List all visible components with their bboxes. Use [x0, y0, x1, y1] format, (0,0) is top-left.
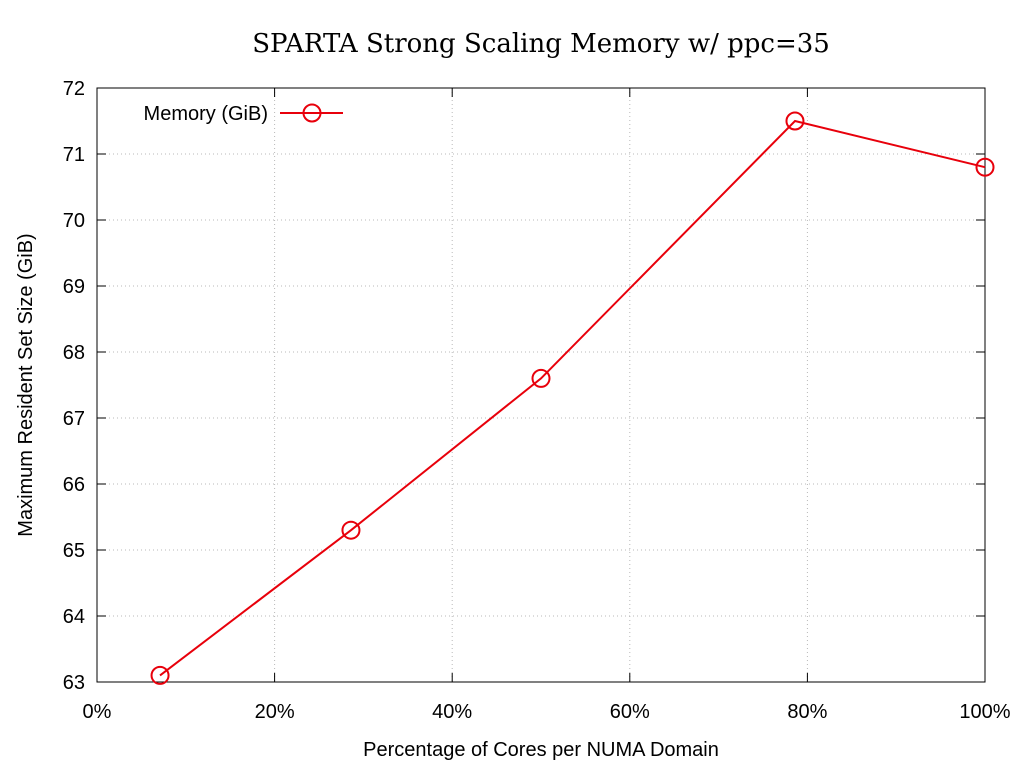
x-tick-label: 0%	[83, 701, 112, 723]
data-point	[975, 157, 995, 177]
data-point	[341, 520, 361, 540]
y-tick-label: 72	[63, 78, 85, 100]
y-tick-label: 63	[63, 672, 85, 694]
y-tick-label: 68	[63, 342, 85, 364]
legend-marker-swatch	[302, 103, 322, 123]
data-point	[531, 368, 551, 388]
y-tick-label: 66	[63, 474, 85, 496]
y-tick-label: 69	[63, 276, 85, 298]
y-tick-label: 64	[63, 606, 85, 628]
series-layer	[150, 111, 995, 685]
y-axis-label: Maximum Resident Set Size (GiB)	[15, 233, 37, 536]
axis-ticks	[96, 87, 986, 683]
x-tick-label: 60%	[610, 701, 650, 723]
y-tick-labels: 63 64 65 66 67 68 69 70 71 72	[63, 78, 85, 694]
grid-lines	[97, 88, 985, 682]
x-tick-label: 80%	[787, 701, 827, 723]
x-tick-label: 40%	[432, 701, 472, 723]
data-point	[785, 111, 805, 131]
x-axis-label: Percentage of Cores per NUMA Domain	[363, 739, 719, 761]
data-point	[150, 665, 170, 685]
legend-label: Memory (GiB)	[144, 103, 268, 125]
y-tick-label: 65	[63, 540, 85, 562]
x-tick-label: 100%	[959, 701, 1010, 723]
plot-frame	[96, 87, 986, 683]
y-tick-label: 70	[63, 210, 85, 232]
chart-title: SPARTA Strong Scaling Memory w/ ppc=35	[252, 29, 830, 59]
x-tick-label: 20%	[255, 701, 295, 723]
y-tick-label: 67	[63, 408, 85, 430]
y-tick-label: 71	[63, 144, 85, 166]
x-tick-labels: 0% 20% 40% 60% 80% 100%	[83, 701, 1011, 723]
legend: Memory (GiB)	[144, 103, 343, 125]
series-line	[159, 119, 986, 677]
